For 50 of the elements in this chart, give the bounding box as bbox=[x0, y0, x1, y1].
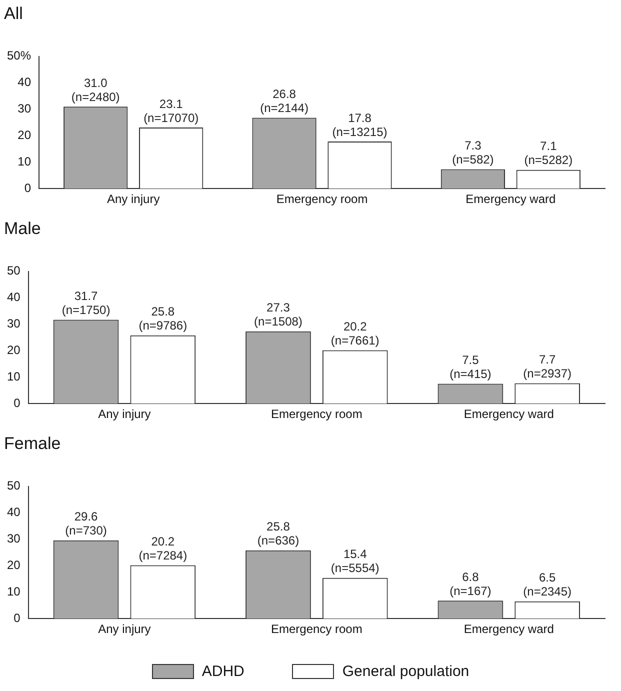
data-label: 7.7 (n=2937) bbox=[523, 352, 572, 381]
x-tick-label: Any injury bbox=[98, 622, 151, 636]
data-label: 7.3 (n=582) bbox=[452, 138, 494, 167]
data-label: 20.2 (n=7661) bbox=[330, 320, 380, 348]
data-label: 7.5 (n=415) bbox=[450, 353, 492, 382]
y-tick-label: 40 bbox=[18, 75, 32, 90]
y-tick-label: 0 bbox=[24, 180, 32, 195]
x-tick-label: Emergency room bbox=[270, 407, 362, 422]
data-label: 25.8 (n=636) bbox=[257, 520, 300, 548]
y-tick-label: 20 bbox=[6, 558, 21, 572]
y-tick-label: 0 bbox=[14, 610, 21, 625]
data-label: 20.2 (n=7284) bbox=[138, 534, 188, 563]
legend-label: ADHD bbox=[202, 663, 244, 680]
y-tick-label: 50% bbox=[6, 48, 32, 63]
data-label: 7.1 (n=5282) bbox=[524, 139, 573, 168]
x-tick-label: Any injury bbox=[107, 192, 160, 206]
y-tick-label: 40 bbox=[6, 505, 21, 520]
x-tick-label: Emergency room bbox=[270, 622, 362, 636]
chart-title: All bbox=[4, 4, 23, 23]
y-tick-label: 10 bbox=[6, 584, 21, 598]
chart-title: Male bbox=[4, 218, 41, 238]
y-tick-label: 0 bbox=[14, 396, 21, 410]
data-label: 6.5 (n=2345) bbox=[523, 570, 572, 599]
data-label: 6.8 (n=167) bbox=[450, 570, 492, 598]
data-label: 27.3 (n=1508) bbox=[254, 300, 302, 329]
data-label: 29.6 (n=730) bbox=[65, 510, 107, 538]
y-tick-label: 50 bbox=[6, 478, 21, 493]
text: General population bbox=[342, 663, 470, 680]
x-tick-label: Emergency ward bbox=[464, 407, 554, 422]
data-label: 31.0 (n=2480) bbox=[71, 76, 120, 104]
y-tick-label: 10 bbox=[18, 154, 32, 168]
data-label: 26.8 (n=2144) bbox=[260, 87, 308, 116]
data-label: 17.8 (n=13215) bbox=[332, 110, 388, 139]
data-label: 15.4 (n=5554) bbox=[330, 547, 380, 576]
data-label: 23.1 (n=17070) bbox=[144, 96, 199, 125]
x-tick-label: Emergency room bbox=[276, 192, 368, 206]
y-tick-label: 30 bbox=[18, 102, 32, 116]
data-label: 31.7 (n=1750) bbox=[62, 289, 110, 318]
data-label: 25.8 (n=9786) bbox=[138, 304, 188, 333]
y-tick-label: 30 bbox=[6, 316, 21, 331]
y-tick-label: 30 bbox=[6, 532, 21, 546]
x-tick-label: Emergency ward bbox=[466, 192, 556, 206]
y-tick-label: 10 bbox=[6, 369, 21, 384]
y-tick-label: 20 bbox=[18, 128, 32, 142]
x-tick-label: Emergency ward bbox=[464, 622, 554, 636]
y-tick-label: 40 bbox=[6, 290, 21, 304]
y-tick-label: 20 bbox=[6, 343, 21, 358]
x-tick-label: Any injury bbox=[98, 407, 151, 422]
y-tick-label: 50 bbox=[6, 264, 21, 278]
chart-title: Female bbox=[4, 434, 61, 453]
